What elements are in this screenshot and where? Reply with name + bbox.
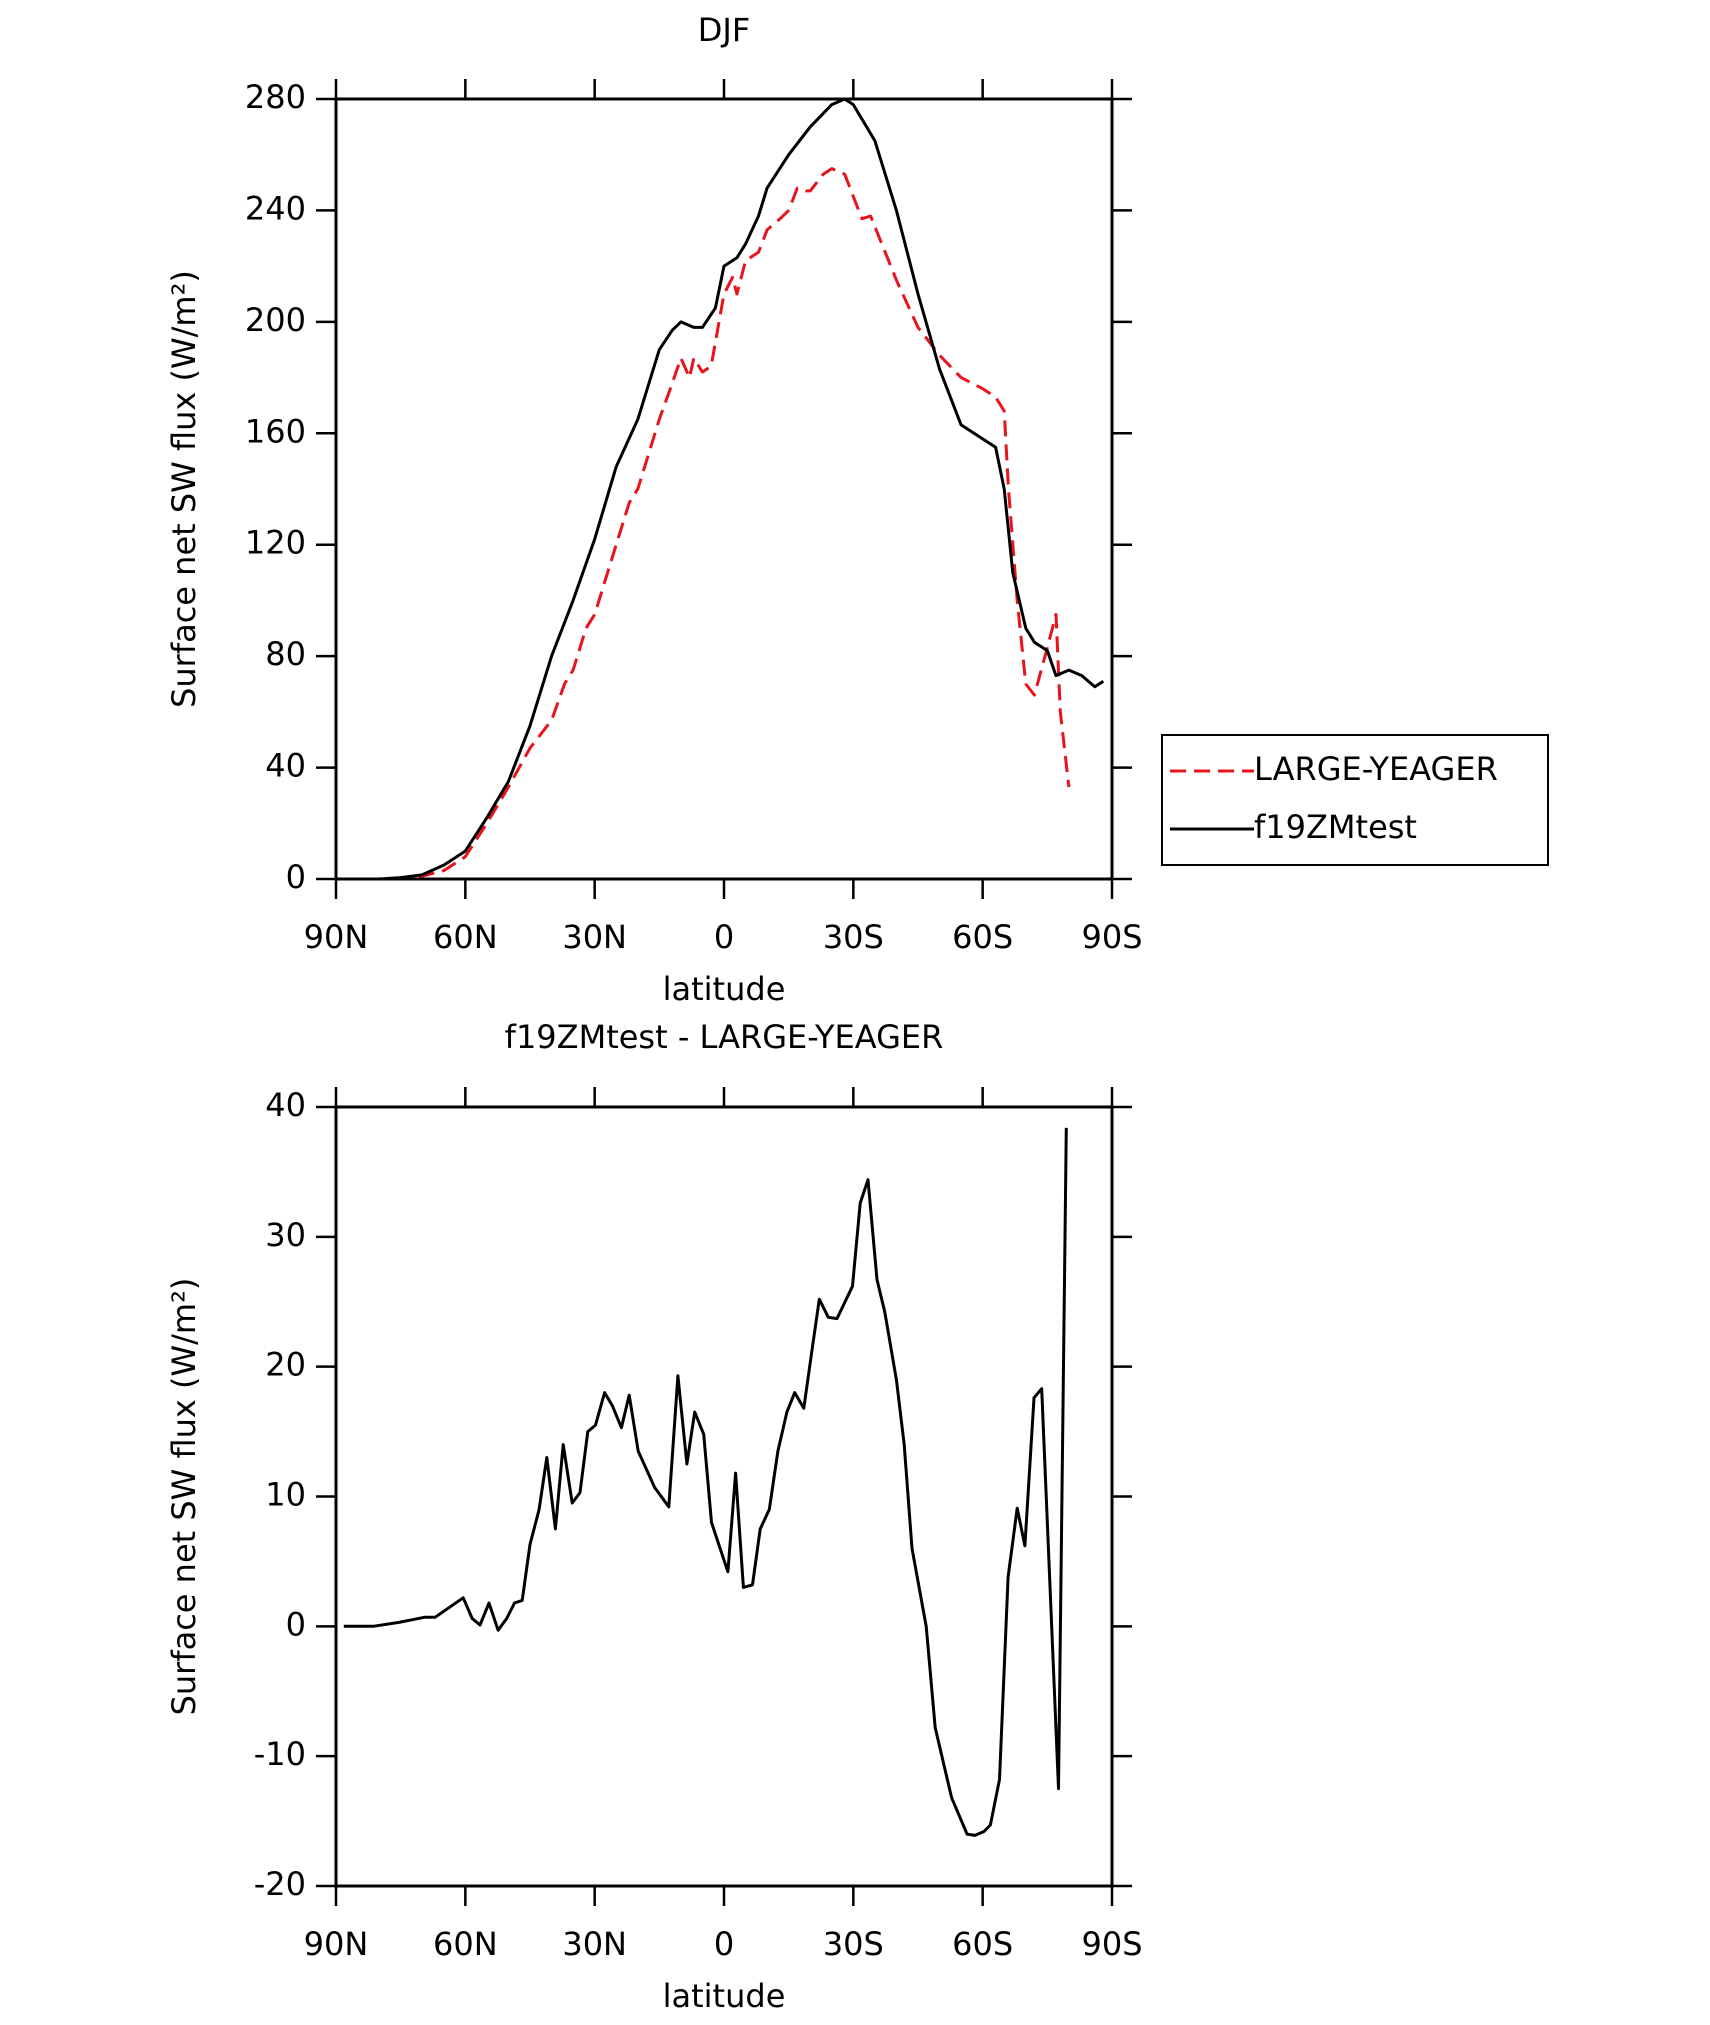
y-tick-label: 40: [265, 1086, 306, 1124]
x-tick-label: 90S: [1081, 1925, 1142, 1963]
y-tick-label: 20: [265, 1346, 306, 1384]
y-tick-label: 160: [245, 412, 306, 450]
x-tick-label: 90N: [304, 918, 369, 956]
y-tick-label: 0: [286, 1605, 306, 1643]
y-tick-label: 40: [265, 747, 306, 785]
x-tick-label: 60S: [952, 1925, 1013, 1963]
legend-label: LARGE-YEAGER: [1254, 750, 1498, 788]
legend: LARGE-YEAGER f19ZMtest: [1161, 734, 1549, 866]
x-tick-label: 30N: [562, 918, 627, 956]
y-tick-label: 240: [245, 189, 306, 227]
plot-frame: [334, 97, 1114, 881]
series-line: [343, 1127, 1068, 1837]
y-tick-label: -20: [254, 1865, 306, 1903]
chart-title: f19ZMtest - LARGE-YEAGER: [505, 1018, 944, 1056]
x-tick-label: 90S: [1081, 918, 1142, 956]
series-line: [346, 97, 1105, 881]
y-tick-label: 200: [245, 301, 306, 339]
legend-box: [1161, 734, 1549, 866]
chart-title: DJF: [698, 11, 750, 49]
y-tick-label: 280: [245, 78, 306, 116]
plot: f19ZMtest - LARGE-YEAGER latitude Surface …: [165, 1018, 1143, 2015]
x-tick-label: 30S: [823, 1925, 884, 1963]
series-line: [346, 167, 1071, 881]
x-tick-label: 0: [714, 918, 734, 956]
x-tick-label: 0: [714, 1925, 734, 1963]
y-axis-label: Surface net SW flux (W/m²): [165, 270, 203, 708]
x-axis-label: latitude: [663, 970, 786, 1008]
x-tick-label: 60N: [433, 918, 498, 956]
y-tick-label: -10: [254, 1735, 306, 1773]
y-axis-label: Surface net SW flux (W/m²): [165, 1278, 203, 1716]
plot: DJF latitude Surface net SW flux (W/m²) 0 40…: [165, 11, 1549, 1008]
x-tick-label: 30N: [562, 1925, 627, 1963]
x-tick-label: 90N: [304, 1925, 369, 1963]
y-tick-label: 30: [265, 1216, 306, 1254]
y-tick-label: 0: [286, 858, 306, 896]
x-tick-label: 60S: [952, 918, 1013, 956]
y-tick-label: 10: [265, 1476, 306, 1514]
y-tick-label: 120: [245, 524, 306, 562]
x-tick-label: 60N: [433, 1925, 498, 1963]
plot-frame: [334, 1105, 1114, 1888]
x-axis-label: latitude: [663, 1977, 786, 2015]
y-tick-label: 80: [265, 635, 306, 673]
x-tick-label: 30S: [823, 918, 884, 956]
legend-label: f19ZMtest: [1254, 808, 1417, 846]
